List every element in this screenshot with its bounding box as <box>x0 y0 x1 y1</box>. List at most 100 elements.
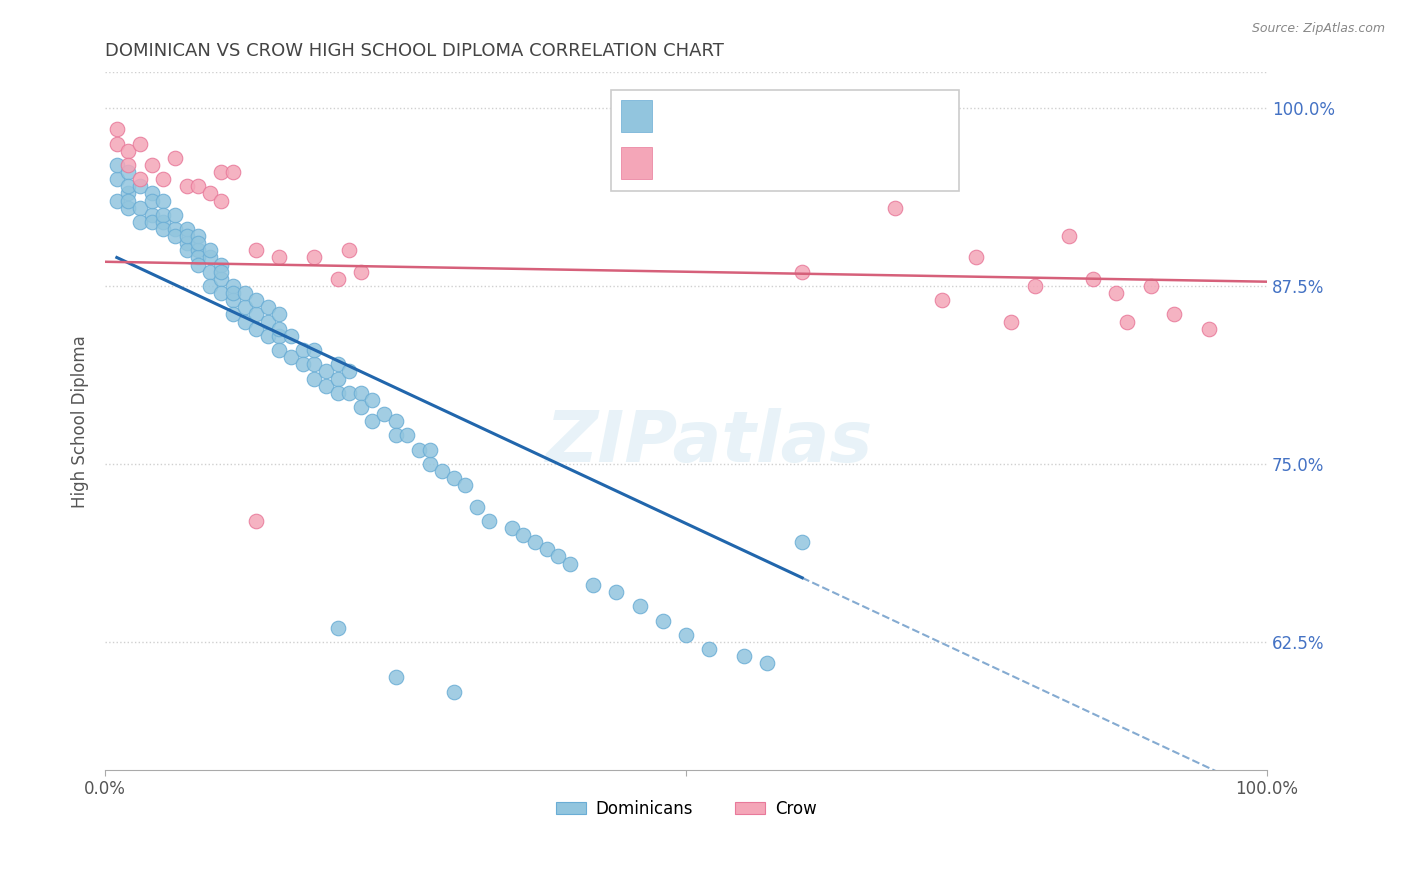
Point <box>443 471 465 485</box>
Point <box>419 457 441 471</box>
Point <box>361 414 384 428</box>
Point <box>966 251 988 265</box>
Point <box>129 215 152 229</box>
Point <box>117 165 139 179</box>
Point <box>524 535 547 549</box>
Point <box>152 172 174 186</box>
Point <box>1198 321 1220 335</box>
Point <box>257 328 280 343</box>
Point <box>304 371 326 385</box>
Point <box>105 136 128 151</box>
Point <box>198 251 221 265</box>
Point <box>233 301 256 315</box>
Point <box>477 514 499 528</box>
Point <box>257 314 280 328</box>
Point <box>337 385 360 400</box>
Point <box>163 222 186 236</box>
Point <box>209 265 232 279</box>
Point <box>176 229 198 244</box>
Y-axis label: High School Diploma: High School Diploma <box>72 334 89 508</box>
Point <box>756 657 779 671</box>
Point <box>465 500 488 514</box>
Point <box>152 194 174 208</box>
Point <box>605 585 627 599</box>
Point <box>443 684 465 698</box>
Point <box>1105 286 1128 301</box>
Point <box>198 186 221 201</box>
Legend: Dominicans, Crow: Dominicans, Crow <box>548 793 823 824</box>
Point <box>129 201 152 215</box>
Point <box>163 229 186 244</box>
Text: Source: ZipAtlas.com: Source: ZipAtlas.com <box>1251 22 1385 36</box>
Point <box>384 428 406 442</box>
Text: ZIPatlas: ZIPatlas <box>546 408 873 476</box>
Point <box>454 478 477 492</box>
Point <box>558 557 581 571</box>
Point <box>245 308 267 322</box>
Point <box>651 614 673 628</box>
Point <box>350 265 373 279</box>
Point <box>105 194 128 208</box>
Point <box>187 229 209 244</box>
Point <box>176 179 198 194</box>
Point <box>209 272 232 286</box>
Point <box>733 649 755 664</box>
Point <box>187 179 209 194</box>
Point <box>536 542 558 557</box>
Point <box>269 251 291 265</box>
Point <box>326 621 349 635</box>
Point <box>1116 314 1139 328</box>
Point <box>501 521 523 535</box>
Point <box>326 357 349 371</box>
Point <box>163 151 186 165</box>
Point <box>209 165 232 179</box>
Point <box>245 293 267 308</box>
Point <box>105 158 128 172</box>
Point <box>326 385 349 400</box>
Point <box>187 251 209 265</box>
Point <box>222 165 245 179</box>
Point <box>245 244 267 258</box>
Point <box>291 357 314 371</box>
Point <box>105 172 128 186</box>
Point <box>304 357 326 371</box>
Point <box>222 293 245 308</box>
Point <box>233 314 256 328</box>
Point <box>187 236 209 251</box>
Point <box>117 186 139 201</box>
Point <box>315 364 337 378</box>
Point <box>1024 279 1046 293</box>
Point <box>222 308 245 322</box>
Point <box>792 265 814 279</box>
Point <box>408 442 430 457</box>
Point <box>257 301 280 315</box>
Point <box>176 244 198 258</box>
Point <box>304 251 326 265</box>
Point <box>280 350 302 364</box>
Point <box>141 158 163 172</box>
Point <box>117 179 139 194</box>
Point <box>222 279 245 293</box>
Text: DOMINICAN VS CROW HIGH SCHOOL DIPLOMA CORRELATION CHART: DOMINICAN VS CROW HIGH SCHOOL DIPLOMA CO… <box>105 42 724 60</box>
Point <box>675 628 697 642</box>
Point <box>337 364 360 378</box>
Point <box>198 265 221 279</box>
Point <box>384 414 406 428</box>
Point <box>198 244 221 258</box>
Point <box>419 442 441 457</box>
Point <box>384 670 406 684</box>
Point <box>176 236 198 251</box>
Point <box>396 428 419 442</box>
Point <box>512 528 534 542</box>
Point <box>117 144 139 158</box>
Point <box>1163 308 1185 322</box>
Point <box>884 201 907 215</box>
Point <box>245 321 267 335</box>
Point <box>117 201 139 215</box>
Point <box>373 407 395 421</box>
Point <box>269 321 291 335</box>
Point <box>582 578 605 592</box>
Point <box>141 208 163 222</box>
Point <box>187 258 209 272</box>
Point <box>176 222 198 236</box>
